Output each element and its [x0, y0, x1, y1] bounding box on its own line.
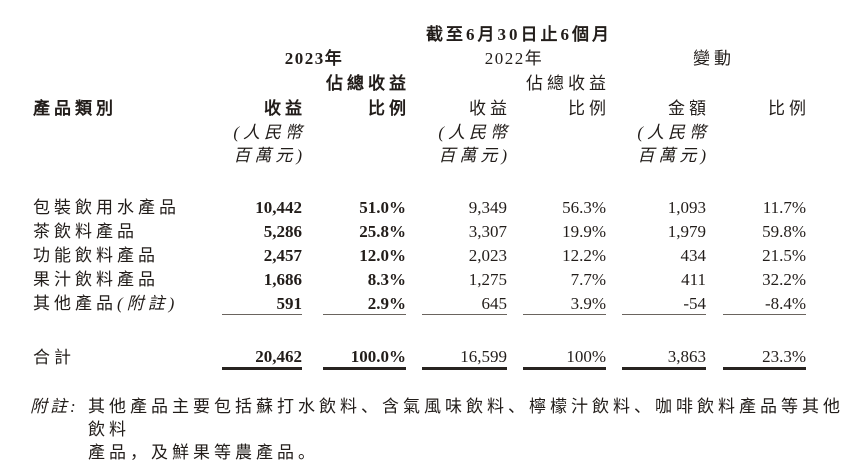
unit-change-line1: (人民幣: [637, 122, 710, 142]
cell-change-amount: 1,979: [667, 221, 706, 241]
cell-change-ratio: 32.2%: [762, 269, 807, 289]
cell-2022-revenue: 9,349: [468, 197, 507, 217]
table-row-total: 合計 20,462 100.0% 16,599 100% 3,863 23.3%: [33, 343, 807, 370]
col-group-2022: 2022年: [484, 48, 544, 68]
unit-2022-line2: 百萬元): [438, 145, 511, 165]
cell-2023-ratio: 25.8%: [359, 221, 406, 241]
header-share-2023: 佔總收益: [326, 73, 410, 93]
cell-2022-ratio: 12.2%: [562, 245, 606, 265]
table-row-functional: 功能飲料產品 2,457 12.0% 2,023 12.2% 434 21.5%: [33, 242, 806, 266]
row-label-note: (附註): [117, 294, 179, 314]
header-category: 產品類別: [33, 98, 117, 118]
unit-2023-line2: 百萬元): [233, 145, 306, 165]
header-ratio-2022: 比例: [568, 98, 610, 118]
unit-2023-line1: (人民幣: [233, 122, 306, 142]
col-group-change: 變動: [693, 48, 735, 68]
period-header: 截至6月30日止6個月: [426, 24, 612, 44]
cell-2023-revenue: 2,457: [263, 245, 302, 265]
total-change-ratio: 23.3%: [723, 343, 807, 370]
header-amount-change: 金額: [668, 98, 710, 118]
header-revenue-2022: 收益: [469, 98, 511, 118]
cell-2023-revenue: 591: [222, 290, 302, 315]
header-revenue-2023: 收益: [264, 98, 306, 118]
cell-2022-revenue: 2,023: [468, 245, 507, 265]
footnote: 附註: 其他產品主要包括蘇打水飲料、含氣風味飲料、檸檬汁飲料、咖啡飲料產品等其他…: [30, 395, 848, 462]
cell-change-amount: 411: [681, 269, 706, 289]
cell-2023-revenue: 1,686: [263, 269, 302, 289]
cell-2023-ratio: 8.3%: [367, 269, 406, 289]
cell-2022-revenue: 1,275: [468, 269, 507, 289]
cell-2023-ratio: 2.9%: [323, 290, 406, 315]
revenue-by-product-table: 截至6月30日止6個月 2023年 2022年 變動 佔總收益 佔總收益 產品類…: [33, 20, 807, 370]
cell-2022-ratio: 56.3%: [562, 197, 606, 217]
share-header-row: 佔總收益 佔總收益: [33, 69, 806, 94]
unit-row-2: 百萬元) 百萬元) 百萬元): [33, 143, 806, 166]
header-ratio-change: 比例: [768, 98, 811, 118]
cell-2023-ratio: 12.0%: [359, 245, 406, 265]
column-header-row: 產品類別 收益 比例 收益 比例 金額 比例: [33, 94, 806, 119]
table-row-packaged-water: 包裝飲用水產品 10,442 51.0% 9,349 56.3% 1,093 1…: [33, 194, 806, 218]
unit-2022-line1: (人民幣: [438, 122, 511, 142]
year-group-row: 2023年 2022年 變動: [33, 45, 806, 69]
cell-change-ratio: 59.8%: [762, 221, 807, 241]
table-row-tea: 茶飲料產品 5,286 25.8% 3,307 19.9% 1,979 59.8…: [33, 218, 806, 242]
unit-change-line2: 百萬元): [637, 145, 710, 165]
total-2023-revenue: 20,462: [222, 343, 302, 370]
cell-change-ratio: 11.7%: [762, 197, 807, 217]
cell-2023-revenue: 5,286: [263, 221, 302, 241]
row-label: 功能飲料產品: [33, 245, 159, 265]
footnote-line2: 產品，及鮮果等農產品。: [88, 443, 319, 462]
cell-2022-revenue: 645: [422, 290, 507, 315]
cell-2023-revenue: 10,442: [255, 197, 302, 217]
footnote-label: 附註:: [30, 397, 79, 416]
row-label: 其他產品(附註): [33, 294, 179, 314]
cell-2023-ratio: 51.0%: [359, 197, 406, 217]
cell-change-amount: -54: [622, 290, 706, 315]
cell-change-amount: 434: [680, 245, 707, 265]
row-label: 包裝飲用水產品: [33, 197, 180, 217]
row-label: 茶飲料產品: [33, 221, 138, 241]
row-label: 果汁飲料產品: [33, 269, 159, 289]
cell-change-ratio: 21.5%: [762, 245, 807, 265]
table-row-others: 其他產品(附註) 591 2.9% 645 3.9% -54 -8.4%: [33, 290, 807, 315]
cell-2022-ratio: 19.9%: [562, 221, 606, 241]
cell-change-ratio: -8.4%: [723, 290, 807, 315]
total-change-amount: 3,863: [622, 343, 706, 370]
footnote-line1: 其他產品主要包括蘇打水飲料、含氣風味飲料、檸檬汁飲料、咖啡飲料產品等其他飲料: [88, 397, 844, 439]
total-2023-ratio: 100.0%: [323, 343, 406, 370]
period-header-row: 截至6月30日止6個月: [33, 20, 806, 45]
header-ratio-2023: 比例: [368, 98, 410, 118]
cell-2022-revenue: 3,307: [468, 221, 507, 241]
table-row-juice: 果汁飲料產品 1,686 8.3% 1,275 7.7% 411 32.2%: [33, 266, 806, 290]
total-2022-ratio: 100%: [523, 343, 606, 370]
unit-row-1: (人民幣 (人民幣 (人民幣: [33, 119, 806, 143]
col-group-2023: 2023年: [284, 48, 344, 68]
footnote-text: 其他產品主要包括蘇打水飲料、含氣風味飲料、檸檬汁飲料、咖啡飲料產品等其他飲料 產…: [88, 395, 848, 462]
cell-change-amount: 1,093: [667, 197, 706, 217]
cell-2022-ratio: 7.7%: [570, 269, 606, 289]
total-2022-revenue: 16,599: [422, 343, 507, 370]
header-share-2022: 佔總收益: [526, 73, 610, 93]
cell-2022-ratio: 3.9%: [523, 290, 606, 315]
total-label: 合計: [33, 348, 75, 368]
